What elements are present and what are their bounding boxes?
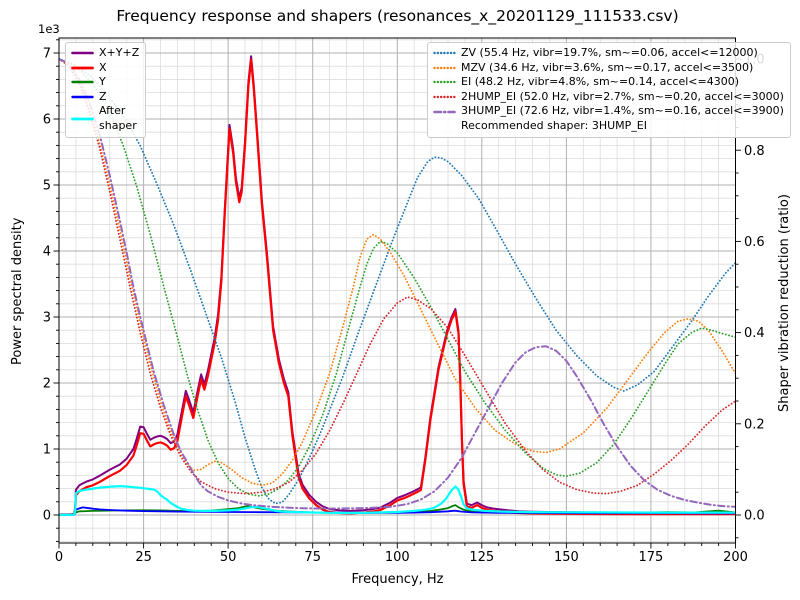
line-sample-y: [71, 81, 94, 84]
y-axis-left-label: Power spectral density: [10, 217, 25, 365]
legend-label: Z: [99, 89, 107, 103]
legend-label: After shaper: [99, 104, 137, 132]
chart-title: Frequency response and shapers (resonanc…: [116, 7, 679, 25]
svg-text:0.2: 0.2: [744, 417, 765, 432]
x-axis-label: Frequency, Hz: [351, 572, 444, 587]
svg-text:0.0: 0.0: [744, 509, 765, 524]
svg-text:200: 200: [723, 550, 748, 565]
svg-text:5: 5: [43, 179, 51, 194]
legend-entry-y: Y: [71, 75, 139, 90]
y-axis-offset-multiplier: 1e3: [38, 22, 60, 36]
line-sample-z: [71, 95, 94, 99]
legend-label: X+Y+Z: [99, 46, 140, 59]
svg-text:100: 100: [385, 550, 410, 565]
legend-entry-xyz: X+Y+Z: [71, 46, 139, 61]
legend-label: ZV (55.4 Hz, vibr=19.7%, sm~=0.06, accel…: [461, 46, 758, 59]
svg-text:25: 25: [135, 550, 152, 565]
line-sample-x: [71, 66, 94, 70]
svg-text:6: 6: [43, 113, 51, 128]
line-sample-3hump-ei: [433, 110, 456, 113]
recommended-shaper-text: Recommended shaper: 3HUMP_EI: [461, 118, 647, 132]
svg-text:0: 0: [55, 550, 63, 565]
legend-entry-after-shaper: After shaper: [71, 104, 139, 133]
legend-label: EI (48.2 Hz, vibr=4.8%, sm~=0.14, accel<…: [461, 75, 739, 89]
legend-label: MZV (34.6 Hz, vibr=3.6%, sm~=0.17, accel…: [461, 60, 754, 74]
line-sample-xyz: [71, 51, 94, 55]
svg-text:0.6: 0.6: [744, 235, 765, 250]
legend-label: 3HUMP_EI (72.6 Hz, vibr=1.4%, sm~=0.16, …: [461, 104, 784, 118]
legend-entry-ei: EI (48.2 Hz, vibr=4.8%, sm~=0.14, accel<…: [433, 75, 784, 90]
svg-text:0: 0: [43, 509, 51, 524]
legend-entry-2hump-ei: 2HUMP_EI (52.0 Hz, vibr=2.7%, sm~=0.20, …: [433, 90, 784, 105]
legend-shapers: ZV (55.4 Hz, vibr=19.7%, sm~=0.06, accel…: [427, 42, 791, 138]
svg-text:125: 125: [469, 550, 494, 565]
legend-entry-mzv: MZV (34.6 Hz, vibr=3.6%, sm~=0.17, accel…: [433, 61, 784, 76]
legend-label: 2HUMP_EI (52.0 Hz, vibr=2.7%, sm~=0.20, …: [461, 89, 784, 103]
legend-label: X: [99, 60, 107, 74]
legend-psd: X+Y+Z X Y Z After shaper: [65, 42, 147, 138]
svg-text:150: 150: [554, 550, 579, 565]
svg-text:3: 3: [43, 311, 51, 326]
legend-entry-x: X: [71, 61, 139, 76]
svg-text:4: 4: [43, 245, 51, 260]
svg-text:1: 1: [43, 443, 51, 458]
legend-entry-zv: ZV (55.4 Hz, vibr=19.7%, sm~=0.06, accel…: [433, 46, 784, 61]
svg-text:0.8: 0.8: [744, 144, 765, 159]
svg-text:175: 175: [638, 550, 663, 565]
line-sample-ei: [433, 81, 456, 84]
svg-text:50: 50: [220, 550, 237, 565]
line-sample-mzv: [433, 66, 456, 70]
line-sample-zv: [433, 52, 456, 55]
y-axis-right-label: Shaper vibration reduction (ratio): [777, 194, 792, 412]
svg-text:0.4: 0.4: [744, 326, 765, 341]
svg-text:2: 2: [43, 377, 51, 392]
legend-label: Y: [99, 75, 106, 89]
legend-recommended-shaper: Recommended shaper: 3HUMP_EI: [433, 119, 784, 134]
svg-text:7: 7: [43, 47, 51, 62]
legend-entry-z: Z: [71, 90, 139, 105]
line-sample-2hump-ei: [433, 95, 456, 99]
svg-text:75: 75: [304, 550, 321, 565]
line-sample-after-shaper: [71, 117, 94, 121]
legend-entry-3hump-ei: 3HUMP_EI (72.6 Hz, vibr=1.4%, sm~=0.16, …: [433, 104, 784, 119]
